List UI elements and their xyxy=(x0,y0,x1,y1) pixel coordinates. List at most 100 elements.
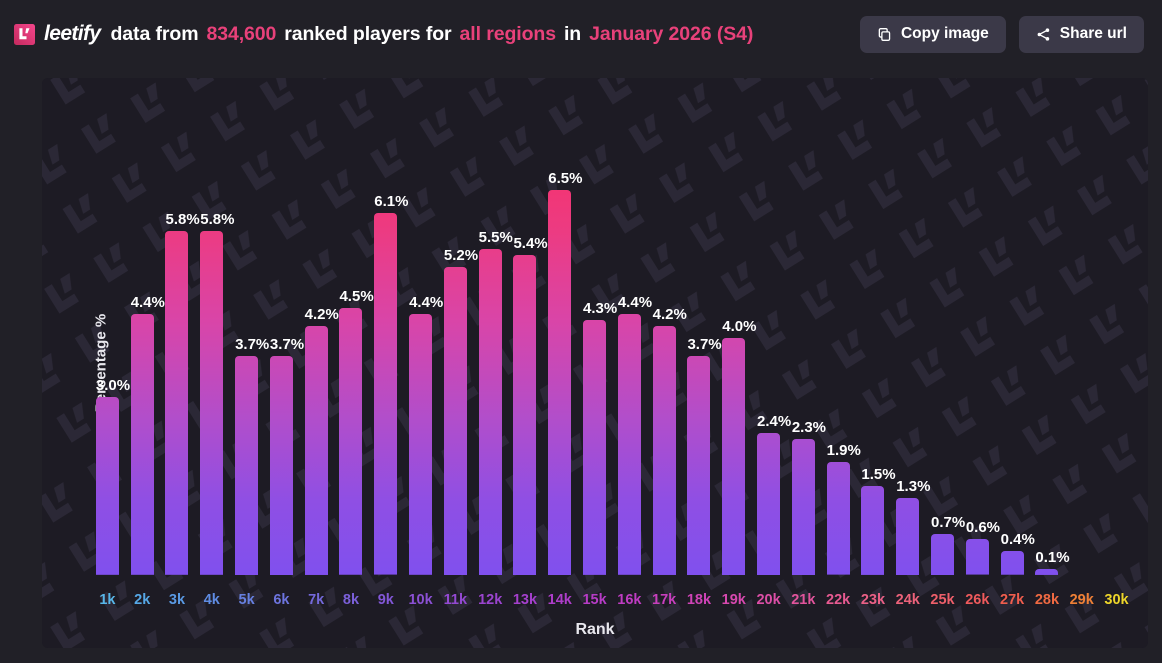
bar-slot[interactable]: 5.5% xyxy=(473,166,513,575)
bar[interactable]: 0.7% xyxy=(931,515,965,575)
bar-slot[interactable]: 1.5% xyxy=(856,166,896,575)
bar[interactable]: 1.9% xyxy=(826,443,861,575)
bar-slot[interactable]: 0.0% xyxy=(1099,166,1134,575)
title-text-2: ranked players for xyxy=(284,22,452,45)
bar[interactable]: 5.4% xyxy=(513,236,548,575)
bar-value-label: 0.4% xyxy=(1000,531,1035,549)
bar-slot[interactable]: 2.3% xyxy=(786,166,826,575)
bar-slot[interactable]: 4.2% xyxy=(299,166,339,575)
bar-slot[interactable]: 2.4% xyxy=(751,166,791,575)
page-header: leetify data from 834,600 ranked players… xyxy=(0,0,1162,68)
bar[interactable]: 3.0% xyxy=(95,378,130,575)
bar[interactable]: 5.8% xyxy=(200,212,234,575)
leetify-logo-icon xyxy=(14,24,35,45)
bar-slot[interactable]: 6.5% xyxy=(542,166,582,575)
bar[interactable]: 5.8% xyxy=(165,212,200,575)
bar[interactable]: 5.5% xyxy=(478,230,513,575)
bar-value-label: 3.7% xyxy=(687,335,722,353)
x-tick-3k: 3k xyxy=(168,591,186,608)
bar[interactable]: 6.1% xyxy=(374,194,408,575)
bar-slot[interactable]: 4.4% xyxy=(612,166,652,575)
x-tick-16k: 16k xyxy=(617,591,642,608)
bar[interactable]: 4.2% xyxy=(652,307,687,575)
share-icon xyxy=(1036,27,1051,42)
bar-value-label: 0.6% xyxy=(965,519,1001,537)
bar[interactable]: 4.0% xyxy=(722,319,756,575)
bar[interactable]: 0.1% xyxy=(1035,550,1070,575)
bar-slot[interactable]: 3.7% xyxy=(264,166,304,575)
bar-series: 3.0% 4.4% 5.8% 5.8% 3.7% 3.7% 4.2% 4.5% 6.1% 4.4%… xyxy=(90,166,1134,575)
bar[interactable]: 4.5% xyxy=(339,289,374,575)
bar[interactable]: 3.7% xyxy=(235,337,269,575)
x-tick-9k: 9k xyxy=(377,591,394,608)
bar-value-label: 1.3% xyxy=(896,477,931,495)
x-tick-6k: 6k xyxy=(273,591,290,608)
bar-slot[interactable]: 5.8% xyxy=(160,166,200,575)
plot-area: Percentage % 3.0% 4.4% 5.8% 5.8% 3.7% 3.7% 4.2… xyxy=(42,78,1148,648)
x-tick-2k: 2k xyxy=(134,591,151,608)
bar-slot[interactable]: 4.3% xyxy=(577,166,617,575)
bar-slot[interactable]: 4.2% xyxy=(647,166,687,575)
bar-slot[interactable]: 0.1% xyxy=(1030,166,1070,575)
x-tick-4k: 4k xyxy=(203,591,220,608)
bar[interactable]: 4.3% xyxy=(583,301,617,575)
x-tick-28k: 28k xyxy=(1034,591,1060,608)
x-tick-1k: 1k xyxy=(99,591,116,608)
player-count: 834,600 xyxy=(206,22,277,45)
bar-slot[interactable]: 0.4% xyxy=(995,166,1035,575)
brand-name: leetify xyxy=(44,22,101,45)
share-url-button[interactable]: Share url xyxy=(1018,15,1144,53)
bar-value-label: 4.5% xyxy=(339,288,374,306)
bar[interactable]: 4.2% xyxy=(304,307,339,575)
region-filter-value: all regions xyxy=(459,22,557,45)
bar[interactable]: 2.4% xyxy=(757,414,791,575)
bar-value-label: 5.8% xyxy=(200,211,235,229)
bar-value-label: 1.5% xyxy=(861,466,896,484)
bar[interactable]: 2.3% xyxy=(791,420,826,575)
bar[interactable]: 5.2% xyxy=(443,248,478,575)
bar-value-label: 5.2% xyxy=(443,246,479,264)
bar-slot[interactable]: 3.7% xyxy=(682,166,722,575)
bar-slot[interactable]: 0.0% xyxy=(1064,166,1099,575)
bar-slot[interactable]: 3.0% xyxy=(90,166,130,575)
copy-icon xyxy=(877,27,892,42)
bar[interactable]: 3.7% xyxy=(269,337,304,575)
bar-slot[interactable]: 5.4% xyxy=(508,166,548,575)
bar-slot[interactable]: 5.2% xyxy=(438,166,478,575)
copy-image-button[interactable]: Copy image xyxy=(859,15,1006,53)
x-tick-7k: 7k xyxy=(308,591,325,608)
bar-value-label: 3.7% xyxy=(235,335,270,353)
x-tick-26k: 26k xyxy=(965,591,990,608)
bar[interactable]: 1.3% xyxy=(896,479,930,575)
bar-slot[interactable]: 0.6% xyxy=(960,166,1000,575)
bar-value-label: 5.5% xyxy=(478,229,513,246)
bar[interactable]: 4.4% xyxy=(409,295,443,575)
bar-slot[interactable]: 6.1% xyxy=(368,166,408,575)
bar-slot[interactable]: 4.4% xyxy=(403,166,443,575)
bar-value-label: 5.4% xyxy=(513,234,548,252)
bar[interactable]: 0.6% xyxy=(965,520,1000,575)
bar-slot[interactable]: 4.0% xyxy=(716,166,756,575)
bar[interactable]: 3.7% xyxy=(687,337,722,575)
x-tick-12k: 12k xyxy=(478,591,503,608)
x-tick-30k: 30k xyxy=(1104,591,1129,608)
bar[interactable]: 4.4% xyxy=(617,295,652,575)
bar-slot[interactable]: 1.3% xyxy=(890,166,930,575)
bar-slot[interactable]: 5.8% xyxy=(194,166,234,575)
bar[interactable]: 6.5% xyxy=(548,171,582,575)
bar[interactable]: 4.4% xyxy=(130,295,165,575)
bar-value-label: 0.7% xyxy=(931,513,966,531)
bar-value-label: 2.3% xyxy=(791,418,827,436)
x-tick-27k: 27k xyxy=(1000,591,1025,608)
bar-value-label: 4.4% xyxy=(130,294,165,312)
bar-slot[interactable]: 1.9% xyxy=(821,166,861,575)
bar-value-label: 4.2% xyxy=(652,306,687,324)
bar-slot[interactable]: 0.7% xyxy=(925,166,965,575)
title-text-3: in xyxy=(563,22,582,45)
bar-slot[interactable]: 4.4% xyxy=(125,166,165,575)
bar[interactable]: 0.4% xyxy=(1000,532,1035,575)
bar-value-label: 6.1% xyxy=(374,193,409,211)
bar[interactable]: 1.5% xyxy=(861,467,896,575)
bar-slot[interactable]: 3.7% xyxy=(229,166,269,575)
bar-slot[interactable]: 4.5% xyxy=(334,166,374,575)
